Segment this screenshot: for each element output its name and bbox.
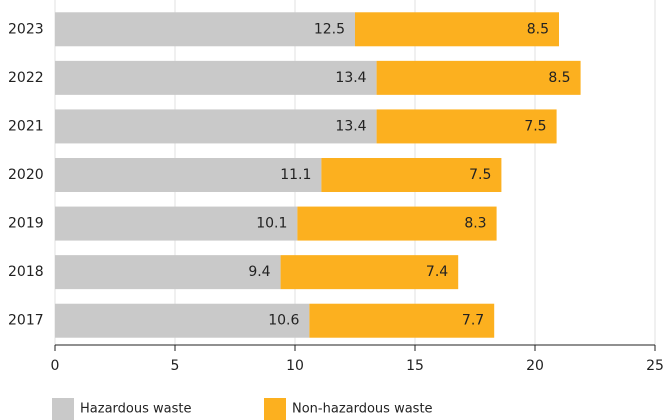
x-tick-label: 15 xyxy=(406,358,424,374)
x-tick-label: 20 xyxy=(526,358,544,374)
data-label: 7.5 xyxy=(469,167,491,183)
bar-segment xyxy=(355,12,559,47)
legend-label: Hazardous waste xyxy=(80,402,191,417)
data-label: 8.5 xyxy=(527,21,549,37)
legend-label: Non-hazardous waste xyxy=(292,402,433,417)
x-tick-label: 5 xyxy=(171,358,180,374)
y-tick-label: 2021 xyxy=(8,118,44,134)
bar-segment xyxy=(376,109,557,144)
bar-segment xyxy=(55,303,310,338)
y-tick-label: 2018 xyxy=(8,264,44,280)
data-label: 7.4 xyxy=(426,264,448,280)
bar-segment xyxy=(55,255,281,290)
bar-segment xyxy=(55,158,322,192)
bar-segment xyxy=(297,206,497,241)
bar-segment xyxy=(309,303,495,338)
y-tick-label: 2022 xyxy=(8,70,44,86)
data-label: 11.1 xyxy=(280,167,311,183)
bar-segment xyxy=(376,60,581,95)
bar-segment xyxy=(55,12,355,47)
data-label: 8.3 xyxy=(464,216,486,232)
legend-swatch xyxy=(52,398,74,420)
bar-segment xyxy=(55,109,377,144)
x-tick-label: 0 xyxy=(51,358,60,374)
y-tick-label: 2019 xyxy=(8,216,44,232)
data-label: 7.7 xyxy=(462,313,484,329)
data-label: 13.4 xyxy=(335,118,366,134)
data-label: 10.6 xyxy=(268,313,299,329)
x-tick-label: 10 xyxy=(286,358,304,374)
legend-swatch xyxy=(264,398,286,420)
y-tick-label: 2023 xyxy=(8,21,44,37)
data-label: 13.4 xyxy=(335,70,366,86)
data-label: 9.4 xyxy=(248,264,270,280)
data-label: 7.5 xyxy=(524,118,546,134)
data-label: 12.5 xyxy=(314,21,345,37)
data-label: 10.1 xyxy=(256,216,287,232)
bar-segment xyxy=(280,255,459,290)
y-tick-label: 2017 xyxy=(8,313,44,329)
bar-segment xyxy=(55,60,377,95)
bar-segment xyxy=(55,206,298,241)
y-tick-label: 2020 xyxy=(8,167,44,183)
data-label: 8.5 xyxy=(548,70,570,86)
bar-segment xyxy=(321,158,502,192)
x-tick-label: 25 xyxy=(646,358,664,374)
